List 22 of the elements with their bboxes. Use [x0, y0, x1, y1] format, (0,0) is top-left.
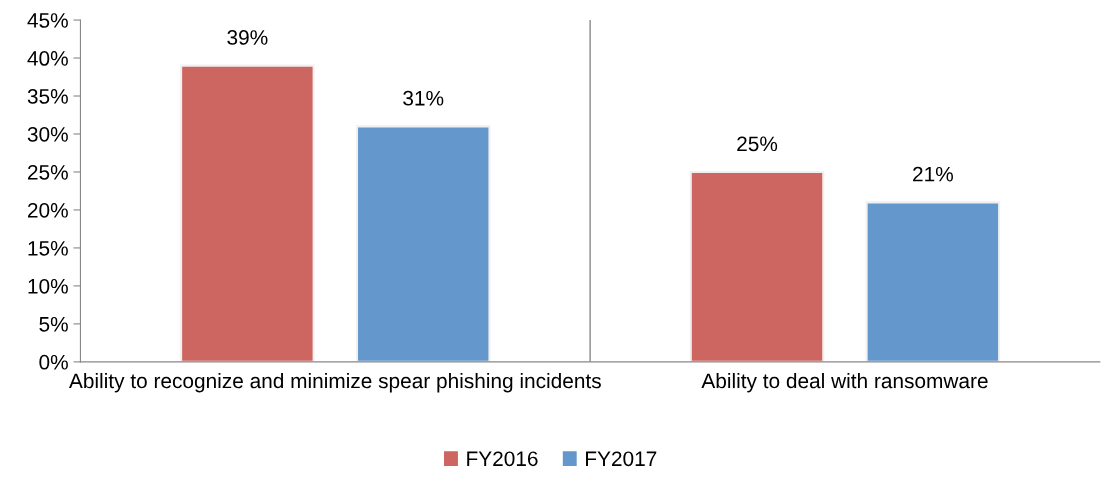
y-tick-label: 35%: [27, 89, 68, 104]
legend-label: FY2016: [467, 451, 538, 467]
bar: [180, 64, 315, 362]
y-tick-label: 5%: [39, 316, 68, 332]
y-tick-label: 0%: [39, 354, 68, 370]
y-tick-label: 20%: [27, 202, 68, 218]
bar: [355, 125, 491, 362]
y-tick-label: 15%: [28, 241, 68, 256]
y-tick-label: 25%: [27, 164, 68, 180]
x-tick-label: Ability to recognize and minimize spear phishing incidents: [69, 372, 601, 393]
data-label: 39%: [227, 30, 268, 45]
legend-label: FY2017: [586, 451, 657, 467]
y-tick-label: 10%: [28, 278, 68, 294]
y-tick-label: 40%: [27, 51, 68, 66]
data-label: 21%: [913, 166, 953, 182]
y-tick-label: 45%: [27, 13, 68, 28]
bar: [689, 170, 825, 362]
data-label: 25%: [737, 136, 778, 152]
bar: [865, 201, 1001, 362]
x-tick-label: Ability to deal with ransomware: [701, 372, 988, 393]
y-tick-label: 30%: [27, 126, 68, 142]
data-label: 31%: [403, 90, 444, 106]
